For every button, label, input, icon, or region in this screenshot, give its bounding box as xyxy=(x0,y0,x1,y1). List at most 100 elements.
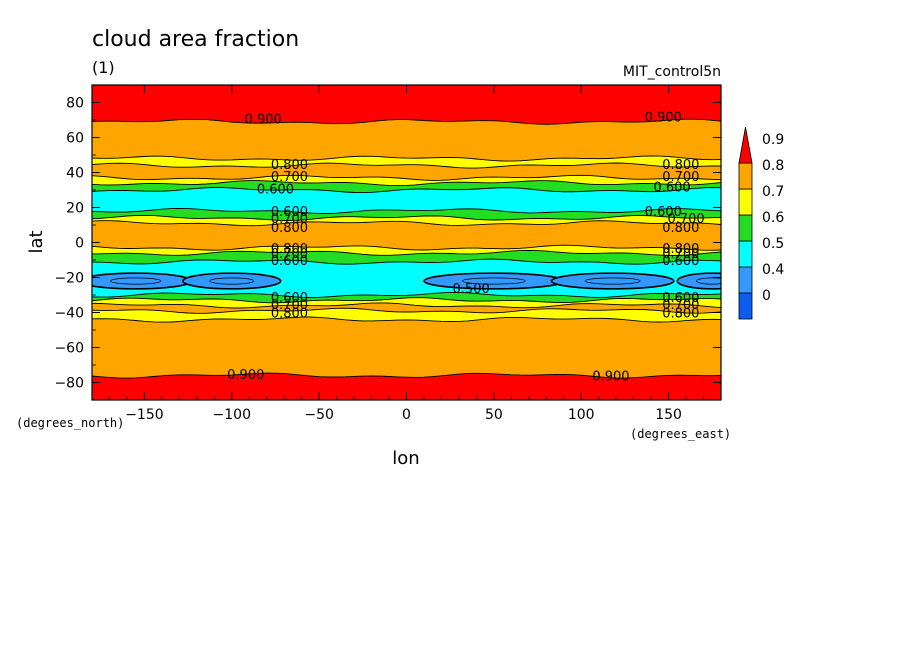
colorbar-extend-max xyxy=(738,126,753,164)
contour-label-10: 0.700 xyxy=(271,212,308,227)
y-tick-label-3: 20 xyxy=(66,201,84,217)
contour-label-13: 0.800 xyxy=(662,221,699,236)
y-tick-label-8: −80 xyxy=(54,376,84,392)
contour-label-8: 0.600 xyxy=(271,205,308,220)
contour-label-9: 0.600 xyxy=(645,205,682,220)
cell-inner-4 xyxy=(696,277,721,285)
contour-label-22: 0.600 xyxy=(662,291,699,306)
colorbar-label-1: 0.4 xyxy=(762,262,784,278)
contour-label-2: 0.800 xyxy=(271,158,308,173)
contour-label-26: 0.800 xyxy=(662,307,699,322)
colorbar-label-5: 0.8 xyxy=(762,158,784,174)
colorbar-segment-0 xyxy=(738,292,753,320)
colorbar-label-6: 0.9 xyxy=(762,132,784,148)
x-tick-label-1: −100 xyxy=(213,407,251,423)
contour-line-10 xyxy=(92,244,721,251)
band-16 xyxy=(92,308,721,323)
y-tick-label-0: 80 xyxy=(66,96,84,112)
contour-line-9 xyxy=(92,220,721,227)
chart-title: cloud area fraction xyxy=(92,27,299,52)
contour-label-16: 0.700 xyxy=(271,247,308,262)
colorbar-label-3: 0.6 xyxy=(762,210,784,226)
y-tick-label-7: −60 xyxy=(54,341,84,357)
contour-line-13 xyxy=(92,291,721,298)
colorbar: 0 0.4 0.5 0.6 0.7 0.8 0.9 xyxy=(738,126,784,320)
band-18 xyxy=(92,373,721,400)
run-label: MIT_control5n xyxy=(623,64,721,80)
low-cloud-cells xyxy=(92,272,721,290)
band-15 xyxy=(92,302,721,314)
contour-label-19: 0.600 xyxy=(662,254,699,269)
colorbar-label-2: 0.5 xyxy=(762,236,784,252)
contour-label-24: 0.700 xyxy=(662,298,699,313)
y-tick-label-4: 0 xyxy=(75,236,84,252)
contour-label-6: 0.600 xyxy=(257,182,294,197)
colorbar-segment-4 xyxy=(738,188,753,216)
contour-label-23: 0.700 xyxy=(271,298,308,313)
contour-line-15 xyxy=(92,302,721,309)
contour-label-0: 0.900 xyxy=(245,112,282,127)
contour-line-1 xyxy=(92,118,721,125)
contour-label-4: 0.700 xyxy=(271,170,308,185)
colorbar-label-4: 0.7 xyxy=(762,184,784,200)
band-9 xyxy=(92,220,721,251)
colorbar-segment-2 xyxy=(738,240,753,268)
y-tick-label-2: 40 xyxy=(66,166,84,182)
band-0 xyxy=(92,85,721,125)
x-tick-label-3: 0 xyxy=(402,407,411,423)
x-tick-label-4: 50 xyxy=(485,407,503,423)
cell-inner-2 xyxy=(462,277,526,285)
band-6 xyxy=(92,187,721,214)
colorbar-segment-5 xyxy=(738,162,753,190)
band-1 xyxy=(92,119,721,162)
x-tick-label-2: −50 xyxy=(304,407,334,423)
contour-label-3: 0.800 xyxy=(662,158,699,173)
contour-line-11 xyxy=(92,249,721,256)
colorbar-label-0: 0 xyxy=(762,288,771,304)
contour-label-7: 0.600 xyxy=(653,181,690,196)
colorbar-segment-3 xyxy=(738,214,753,242)
x-axis-ticks: −150 −100 −50 0 50 100 150 xyxy=(91,85,722,423)
contour-label-20: 0.500 xyxy=(453,282,490,297)
cell-inner-3 xyxy=(584,277,641,285)
band-3 xyxy=(92,163,721,181)
y-tick-label-5: −20 xyxy=(54,271,84,287)
contour-line-7 xyxy=(92,207,721,214)
contour-line-8 xyxy=(92,214,721,221)
cell-1 xyxy=(182,272,282,290)
contour-label-27: 0.900 xyxy=(227,368,264,383)
cell-0 xyxy=(92,272,193,290)
contour-lines xyxy=(92,118,721,379)
contour-line-5 xyxy=(92,180,721,187)
contour-line-12 xyxy=(92,258,721,265)
y-axis-label: lat xyxy=(26,230,47,253)
cell-3 xyxy=(550,272,675,290)
x-tick-label-6: 150 xyxy=(655,407,682,423)
contour-line-18 xyxy=(92,372,721,379)
contour-line-6 xyxy=(92,187,721,194)
band-14 xyxy=(92,297,721,308)
contour-line-4 xyxy=(92,174,721,181)
y-axis-units: (degrees_north) xyxy=(16,416,124,430)
contour-label-1: 0.900 xyxy=(645,111,682,126)
contour-label-11: 0.700 xyxy=(667,212,704,227)
contour-label-21: 0.600 xyxy=(271,291,308,306)
x-tick-label-0: −150 xyxy=(125,407,163,423)
contour-label-17: 0.700 xyxy=(662,247,699,262)
band-5 xyxy=(92,180,721,193)
x-axis-label: lon xyxy=(392,448,419,469)
contour-label-25: 0.800 xyxy=(271,307,308,322)
cell-2 xyxy=(423,272,565,290)
x-tick-label-5: 100 xyxy=(568,407,595,423)
contour-label-28: 0.900 xyxy=(592,370,629,385)
contour-line-2 xyxy=(92,155,721,162)
contour-label-18: 0.600 xyxy=(271,254,308,269)
contour-label-14: 0.800 xyxy=(271,242,308,257)
band-4 xyxy=(92,175,721,186)
color-bands xyxy=(92,85,721,400)
contour-line-3 xyxy=(92,162,721,169)
contour-label-5: 0.700 xyxy=(662,170,699,185)
